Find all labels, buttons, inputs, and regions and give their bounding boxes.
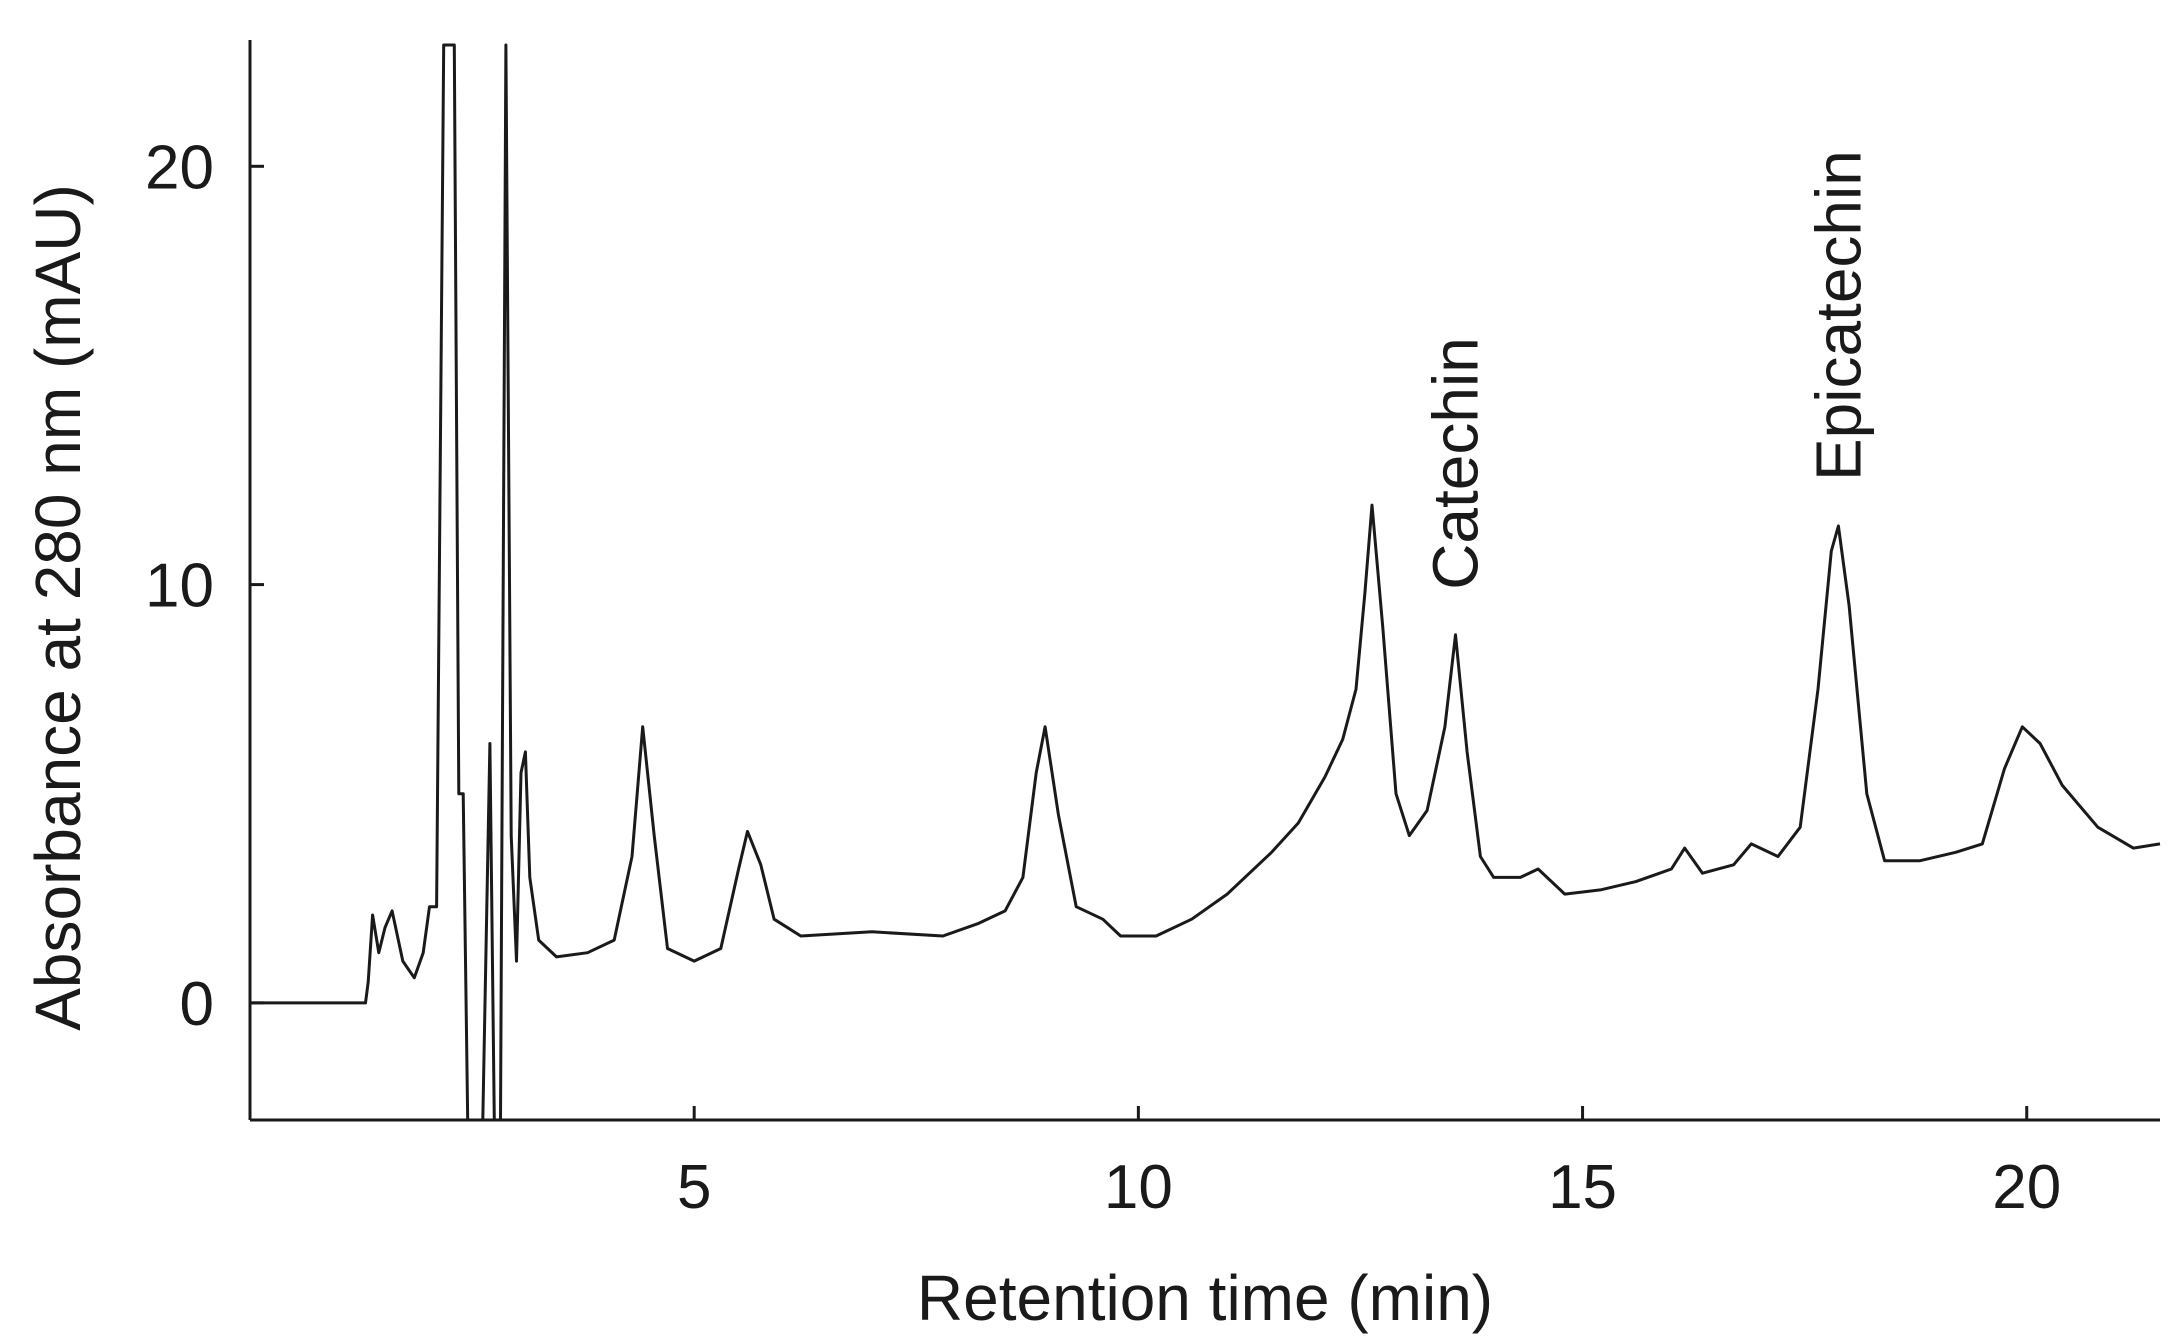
series — [250, 43, 2161, 1122]
y-tick-label: 0 — [180, 970, 214, 1039]
y-tick-label: 10 — [145, 552, 214, 621]
x-tick-label: 10 — [1104, 1153, 1173, 1222]
peak-label-epicatechin: Epicatechin — [1802, 150, 1874, 481]
x-tick-label: 20 — [1992, 1153, 2061, 1222]
ticks: 5 10 15 20 0 10 20 — [145, 133, 2061, 1222]
axes — [248, 40, 2160, 1122]
y-tick-label: 20 — [145, 133, 214, 202]
y-axis-title: Absorbance at 280 nm (mAU) — [22, 184, 94, 1031]
x-tick-label: 5 — [677, 1153, 711, 1222]
chromatogram-trace — [250, 43, 2161, 1122]
x-tick-label: 15 — [1548, 1153, 1617, 1222]
peak-label-catechin: Catechin — [1420, 337, 1492, 590]
annotations: Catechin Epicatechin — [1420, 150, 1875, 590]
x-axis-title: Retention time (min) — [917, 1262, 1493, 1334]
